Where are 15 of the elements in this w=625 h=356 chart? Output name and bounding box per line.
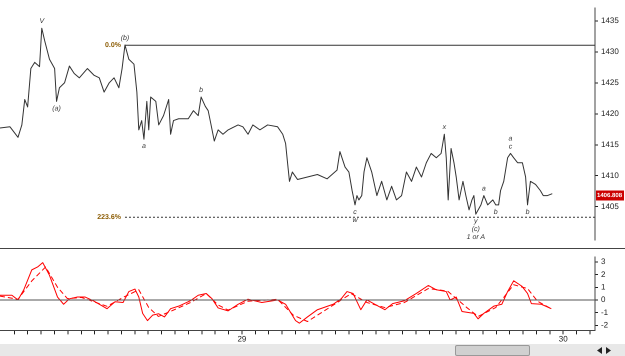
- y-tick-label: 1430: [601, 47, 620, 56]
- y-tick-label: 1410: [601, 170, 620, 180]
- y-tick-label: 1425: [601, 78, 620, 87]
- y-tick-label: 0: [601, 295, 606, 304]
- y-tick-label: 1415: [601, 140, 620, 149]
- y-tick-label: 1: [601, 282, 606, 292]
- y-tick-label: -1: [601, 308, 609, 317]
- y-tick-label: 2: [601, 270, 606, 279]
- y-tick-label: 1435: [601, 16, 620, 26]
- y-tick-label: 3: [601, 257, 606, 266]
- y-tick-label: 1420: [601, 108, 620, 118]
- x-tick-label: 29: [237, 334, 247, 344]
- y-tick-label: 1405: [601, 202, 620, 211]
- x-tick-label: 30: [558, 334, 568, 344]
- y-tick-label: -2: [601, 320, 609, 330]
